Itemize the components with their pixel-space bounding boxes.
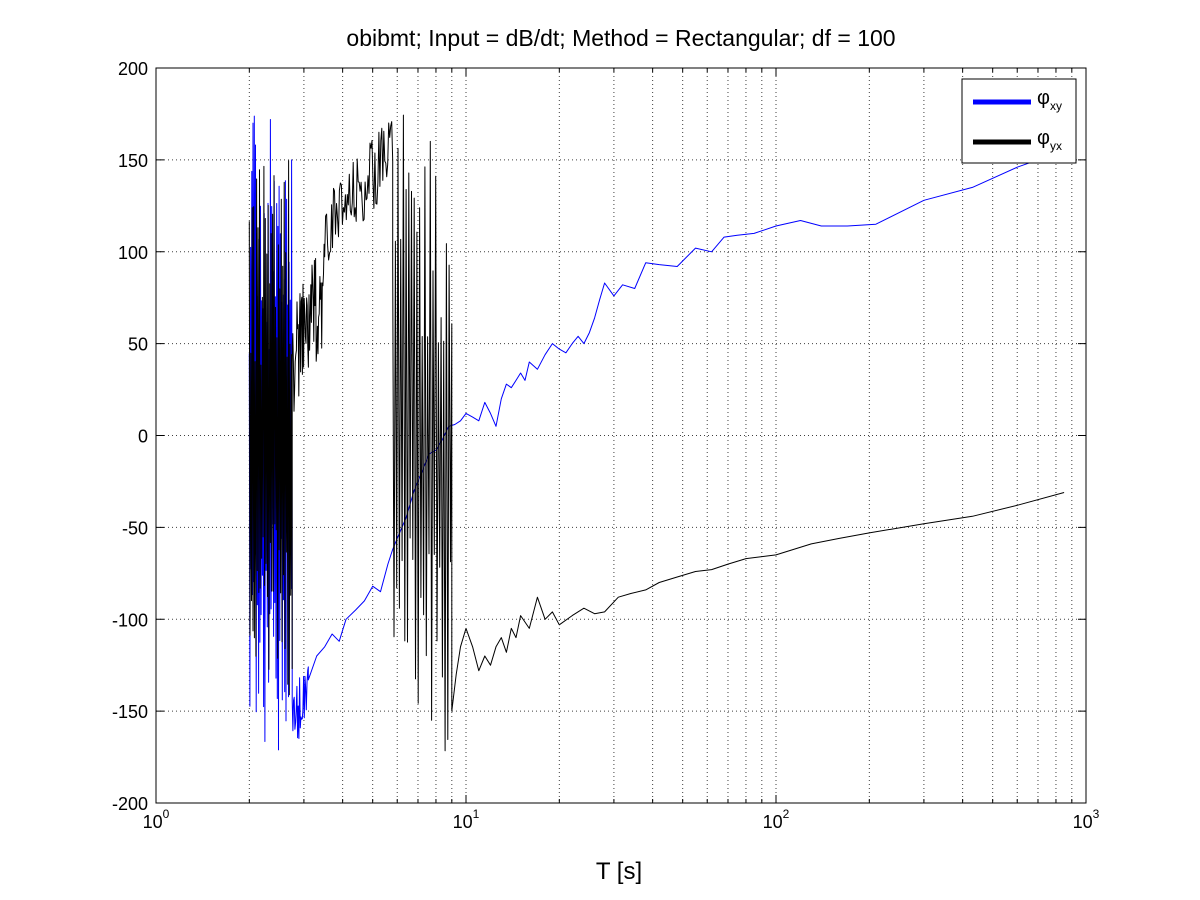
y-tick-label: 0	[138, 427, 148, 447]
x-tick-label: 100	[143, 807, 170, 832]
x-tick-label: 102	[763, 807, 790, 832]
chart-title: obibmt; Input = dB/dt; Method = Rectangu…	[346, 25, 895, 51]
legend-label: φxy	[1037, 87, 1062, 113]
series-layer	[248, 114, 1065, 752]
y-tick-label: 200	[118, 59, 148, 79]
y-tick-label: -100	[112, 610, 148, 630]
x-tick-labels: 100 101 102 103	[143, 807, 1100, 832]
y-tick-label: 150	[118, 151, 148, 171]
y-tick-label: -50	[122, 518, 148, 538]
y-tick-label: 50	[128, 335, 148, 355]
y-tick-label: -200	[112, 794, 148, 814]
x-axis-label: T [s]	[596, 858, 642, 885]
legend: φxy φyx	[961, 78, 1077, 164]
legend-entries: φxy φyx	[973, 87, 1062, 153]
y-tick-label: -150	[112, 702, 148, 722]
tick-marks	[155, 67, 1086, 804]
legend-label: φyx	[1037, 127, 1062, 153]
x-tick-label: 103	[1073, 807, 1100, 832]
series-line-phi_yx	[248, 114, 1065, 752]
legend-box	[961, 78, 1077, 164]
grid-lines	[156, 68, 1086, 803]
y-tick-label: 100	[118, 243, 148, 263]
y-tick-labels: 200 150 100 50 0 -50 -100 -150 -200	[112, 59, 148, 814]
x-tick-label: 101	[453, 807, 480, 832]
